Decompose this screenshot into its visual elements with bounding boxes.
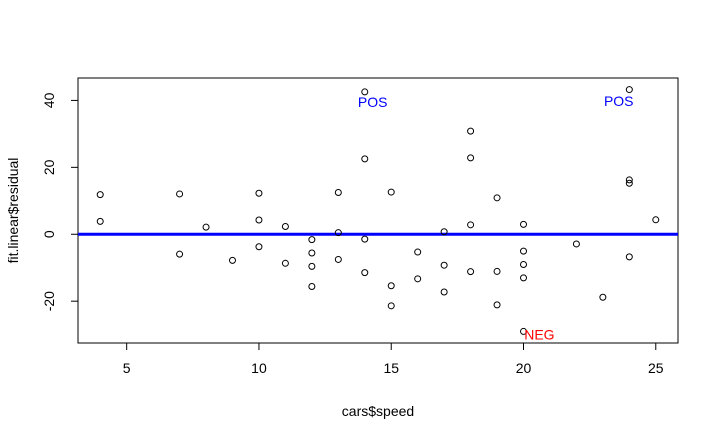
- data-point: [467, 268, 475, 276]
- data-point: [361, 155, 369, 163]
- data-point: [228, 256, 236, 264]
- data-point: [652, 216, 660, 224]
- x-tick-label: 10: [251, 360, 267, 376]
- data-point: [467, 127, 475, 135]
- data-point: [308, 262, 316, 270]
- y-axis-label: fit.linear$residual: [5, 158, 21, 264]
- data-point: [625, 176, 633, 184]
- data-point: [361, 88, 369, 96]
- data-point: [308, 282, 316, 290]
- data-point: [414, 275, 422, 283]
- data-point: [520, 274, 528, 282]
- y-tick-label: -20: [41, 291, 57, 311]
- annotations: POS POS NEG: [358, 93, 634, 343]
- data-point: [625, 86, 633, 94]
- data-point: [625, 179, 633, 187]
- data-point: [493, 267, 501, 275]
- data-point: [520, 220, 528, 228]
- data-point: [520, 247, 528, 255]
- data-point: [281, 222, 289, 230]
- data-point: [440, 288, 448, 296]
- y-tick-label: 0: [41, 230, 57, 238]
- data-point: [96, 191, 104, 199]
- data-point: [599, 293, 607, 301]
- data-point: [387, 282, 395, 290]
- x-axis-label: cars$speed: [342, 403, 414, 419]
- annotation-label: NEG: [524, 327, 554, 343]
- x-tick-label: 15: [383, 360, 399, 376]
- data-point: [96, 217, 104, 225]
- data-point: [202, 223, 210, 231]
- data-point: [361, 269, 369, 277]
- data-point: [493, 301, 501, 309]
- data-point: [255, 189, 263, 197]
- data-point: [520, 327, 528, 335]
- data-point: [387, 188, 395, 196]
- data-point: [467, 154, 475, 162]
- x-tick-label: 25: [648, 360, 664, 376]
- y-tick-label: 40: [41, 92, 57, 108]
- data-point: [493, 194, 501, 202]
- data-point: [440, 228, 448, 236]
- x-tick-label: 20: [516, 360, 532, 376]
- data-point: [255, 243, 263, 251]
- data-point: [361, 235, 369, 243]
- data-point: [467, 221, 475, 229]
- x-tick-label: 5: [123, 360, 131, 376]
- data-point: [520, 261, 528, 269]
- data-point: [334, 229, 342, 237]
- plot-frame: [77, 77, 679, 344]
- axes: 5 10 15 20 25 -20 0 20 40: [41, 77, 679, 376]
- data-points: [96, 86, 660, 335]
- data-point: [387, 302, 395, 310]
- annotation-label: POS: [358, 94, 388, 110]
- annotation-label: POS: [604, 93, 634, 109]
- data-point: [176, 190, 184, 198]
- data-point: [625, 253, 633, 261]
- data-point: [308, 249, 316, 257]
- data-point: [334, 189, 342, 197]
- data-point: [414, 248, 422, 256]
- data-point: [255, 216, 263, 224]
- data-point: [308, 236, 316, 244]
- data-point: [572, 240, 580, 248]
- data-point: [440, 261, 448, 269]
- data-point: [281, 259, 289, 267]
- data-point: [176, 250, 184, 258]
- data-point: [334, 255, 342, 263]
- y-tick-label: 20: [41, 159, 57, 175]
